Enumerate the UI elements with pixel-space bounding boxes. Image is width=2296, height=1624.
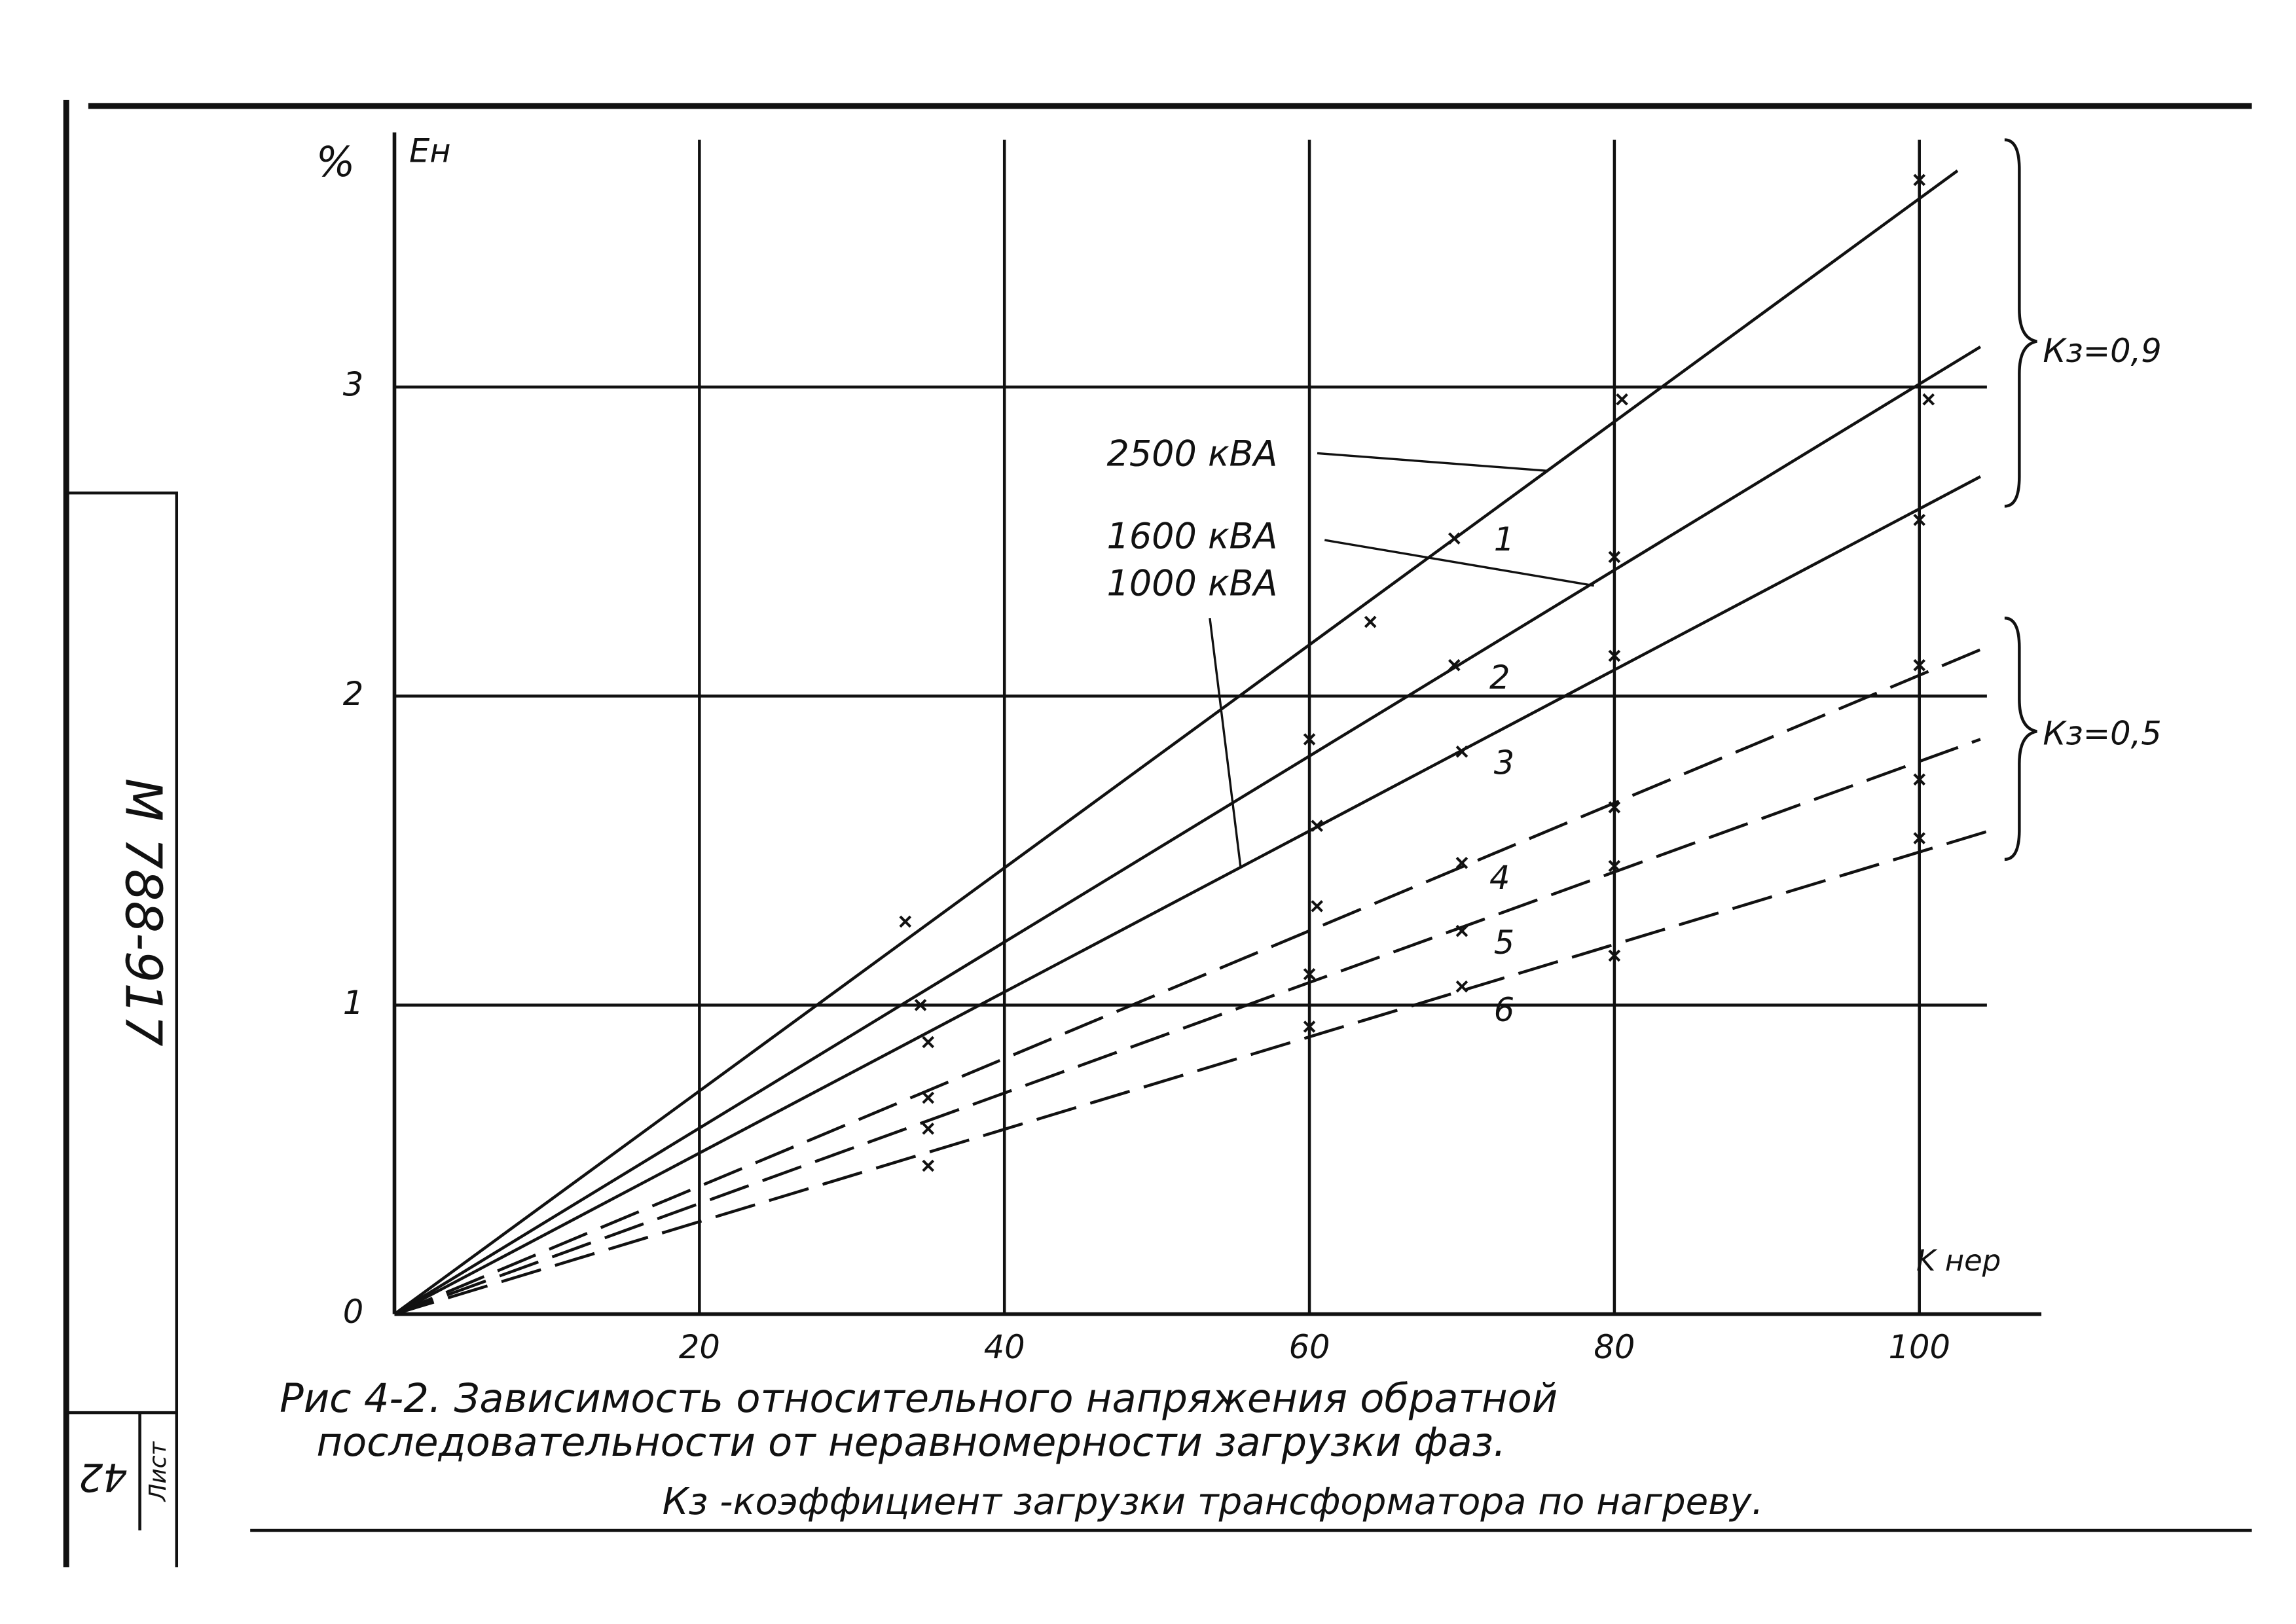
- document-code: М 788-917: [114, 778, 172, 1047]
- series-label: 3: [1494, 744, 1514, 782]
- measured-point: [1608, 949, 1621, 962]
- measured-point: [899, 915, 912, 928]
- series-label: 1: [1494, 520, 1514, 558]
- annotation: 2500 кВА: [1107, 433, 1278, 475]
- series-label: 6: [1494, 991, 1514, 1029]
- measured-point: [1448, 659, 1461, 672]
- measured-point: [1311, 820, 1323, 832]
- measured-point: [922, 1036, 935, 1049]
- measured-point: [1913, 659, 1926, 672]
- x-tick-label: 80: [1594, 1328, 1635, 1366]
- leader-line: [1317, 452, 1549, 473]
- measured-point: [922, 1091, 935, 1104]
- annotation: Кз=0,9: [2043, 332, 2161, 370]
- measured-point: [1303, 967, 1316, 981]
- y-tick-label: 1: [343, 984, 363, 1022]
- measured-point: [922, 1159, 935, 1172]
- measured-point: [1455, 856, 1468, 869]
- measured-point: [1455, 924, 1468, 937]
- caption-note: Кз -коэффициент загрузки трансформатора …: [663, 1481, 1764, 1523]
- leader-line: [1209, 617, 1242, 869]
- y-tick-label: 3: [343, 366, 363, 404]
- y-axis-label: Eн: [409, 132, 451, 170]
- series-line: [393, 169, 1959, 1316]
- x-tick-label: 60: [1289, 1328, 1330, 1366]
- sheet-label: Лист: [145, 1441, 172, 1502]
- caption-line: Рис 4-2. Зависимость относительного напр…: [280, 1376, 1558, 1422]
- stamp-box: [66, 491, 179, 1568]
- measured-point: [1616, 393, 1628, 406]
- series-line: [393, 648, 1981, 1316]
- measured-point: [1913, 513, 1926, 526]
- measured-point: [914, 999, 927, 1011]
- measured-point: [922, 1122, 935, 1135]
- measured-point: [1455, 980, 1468, 993]
- measured-point: [1922, 393, 1935, 406]
- sheet-number: 42: [79, 1454, 127, 1499]
- annotation: Кз=0,5: [2043, 715, 2161, 753]
- measured-point: [1608, 801, 1621, 814]
- y-tick-label: 2: [343, 675, 363, 713]
- brace: [2004, 138, 2037, 508]
- annotation: 1000 кВА: [1107, 562, 1278, 604]
- series-label: 5: [1494, 924, 1514, 962]
- x-tick-label: 20: [679, 1328, 720, 1366]
- measured-point: [1448, 532, 1461, 545]
- measured-point: [1608, 859, 1621, 873]
- series-label: 4: [1489, 859, 1510, 897]
- x-tick-label: 100: [1889, 1328, 1950, 1366]
- measured-point: [1303, 733, 1316, 746]
- measured-point: [1608, 550, 1621, 564]
- x-tick-label: 40: [984, 1328, 1025, 1366]
- measured-point: [1311, 900, 1323, 912]
- measured-point: [1608, 649, 1621, 662]
- caption-line: последовательности от неравномерности за…: [316, 1420, 1506, 1466]
- series-line: [393, 475, 1981, 1316]
- measured-point: [1913, 832, 1926, 844]
- measured-point: [1455, 746, 1468, 758]
- x-axis-label: K нер: [1916, 1243, 2001, 1278]
- brace: [2004, 616, 2037, 861]
- series-line: [393, 345, 1982, 1316]
- annotation: 1600 кВА: [1107, 515, 1278, 556]
- series-line: [393, 738, 1981, 1316]
- measured-point: [1913, 173, 1926, 187]
- measured-point: [1913, 773, 1926, 786]
- measured-point: [1364, 615, 1377, 628]
- leader-line: [1324, 539, 1594, 587]
- y-tick-label: 0: [343, 1293, 363, 1331]
- series-label: 2: [1489, 659, 1510, 696]
- y-unit: %: [316, 138, 355, 186]
- measured-point: [1303, 1020, 1316, 1033]
